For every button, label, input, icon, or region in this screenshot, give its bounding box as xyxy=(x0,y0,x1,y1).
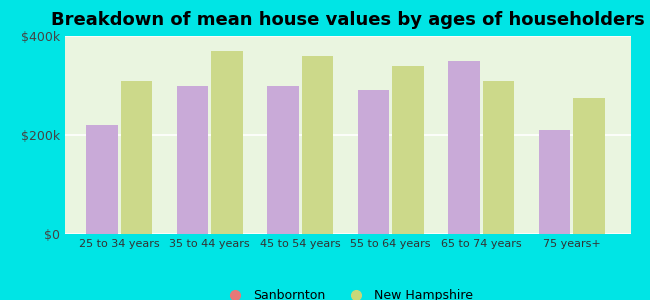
Bar xyxy=(86,125,118,234)
Title: Breakdown of mean house values by ages of householders: Breakdown of mean house values by ages o… xyxy=(51,11,645,29)
Bar xyxy=(121,80,152,234)
Bar xyxy=(392,66,424,234)
Bar xyxy=(177,85,209,234)
Bar xyxy=(539,130,570,234)
Bar xyxy=(482,80,514,234)
Bar xyxy=(302,56,333,234)
Bar xyxy=(211,51,243,234)
Legend: Sanbornton, New Hampshire: Sanbornton, New Hampshire xyxy=(218,284,478,300)
Bar xyxy=(573,98,604,234)
Bar xyxy=(267,85,299,234)
Bar xyxy=(448,61,480,234)
Bar xyxy=(358,90,389,234)
